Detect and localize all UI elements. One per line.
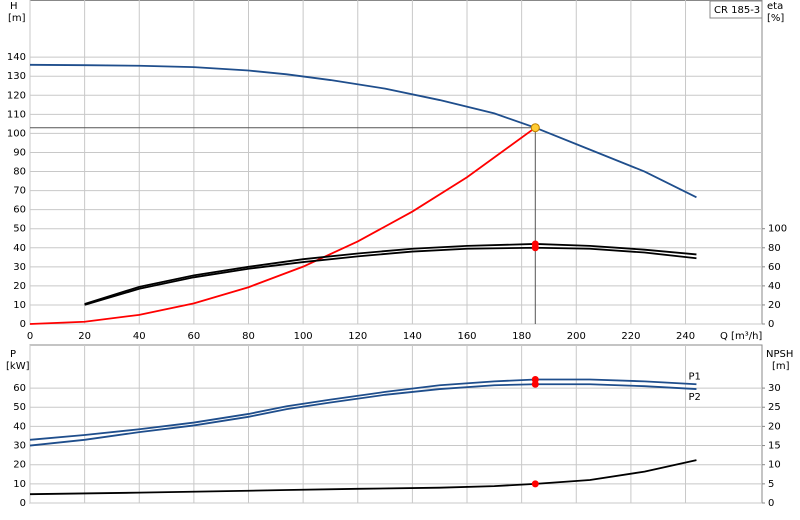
x-tick-label: 40: [133, 331, 146, 342]
y-tick-label: 80: [13, 167, 26, 178]
x-label: Q [m³/h]: [720, 331, 762, 342]
duty-marker: [531, 244, 539, 252]
y-tick-label: 20: [13, 281, 26, 292]
duty-marker: [531, 380, 539, 388]
y-tick-label: 130: [7, 71, 26, 82]
y-tick-label: 40: [13, 243, 26, 254]
curve: [29, 126, 536, 325]
y-unit: [m]: [8, 13, 26, 24]
y2-unit: [%]: [767, 13, 784, 24]
curve: [84, 246, 697, 306]
series-label: P2: [688, 392, 700, 403]
y2-tick-label: 0: [768, 319, 774, 330]
y-tick-label: 60: [13, 383, 26, 394]
y-tick-label: 10: [13, 479, 26, 490]
y-tick-label: 140: [7, 52, 26, 63]
y2-tick-label: 20: [768, 300, 781, 311]
x-tick-label: 160: [457, 331, 476, 342]
duty-marker: [531, 480, 539, 488]
y-tick-label: 60: [13, 205, 26, 216]
y-tick-label: 30: [13, 262, 26, 273]
y2-tick-label: 25: [768, 402, 781, 413]
x-tick-label: 60: [188, 331, 201, 342]
y-tick-label: 110: [7, 109, 26, 120]
y-tick-label: 50: [13, 224, 26, 235]
y-tick-label: 0: [20, 498, 26, 509]
y-tick-label: 40: [13, 421, 26, 432]
y2-label: NPSH: [766, 349, 793, 360]
y-tick-label: 70: [13, 186, 26, 197]
x-tick-label: 120: [348, 331, 367, 342]
y2-tick-label: 30: [768, 383, 781, 394]
duty-marker: [531, 375, 539, 383]
y-unit: [kW]: [6, 361, 30, 372]
x-tick-label: 220: [621, 331, 640, 342]
x-tick-label: 140: [403, 331, 422, 342]
y-tick-label: 90: [13, 147, 26, 158]
y2-tick-label: 0: [768, 498, 774, 509]
x-tick-label: 0: [27, 331, 33, 342]
y-tick-label: 30: [13, 441, 26, 452]
y-tick-label: 100: [7, 128, 26, 139]
series-label: P1: [688, 371, 700, 382]
x-tick-label: 180: [512, 331, 531, 342]
y2-tick-label: 15: [768, 441, 781, 452]
y2-tick-label: 10: [768, 460, 781, 471]
y-tick-label: 10: [13, 300, 26, 311]
curve: [29, 63, 697, 199]
bottom-plot-frame: [29, 344, 763, 504]
curve: [29, 383, 697, 447]
y2-tick-label: 20: [768, 421, 781, 432]
y2-tick-label: 80: [768, 243, 781, 254]
y2-tick-label: 100: [768, 224, 787, 235]
x-tick-label: 240: [676, 331, 695, 342]
y2-tick-label: 60: [768, 262, 781, 273]
operating-point: [530, 123, 540, 133]
y-tick-label: 0: [20, 319, 26, 330]
y-label: P: [10, 349, 16, 360]
x-tick-label: 20: [78, 331, 91, 342]
y2-unit: [m]: [772, 361, 790, 372]
top-plot-frame: [29, 0, 763, 325]
product-label: CR 185-3: [714, 5, 760, 16]
y-tick-label: 50: [13, 402, 26, 413]
x-tick-label: 100: [294, 331, 313, 342]
curve: [84, 243, 697, 305]
y-tick-label: 20: [13, 460, 26, 471]
x-tick-label: 200: [567, 331, 586, 342]
y2-tick-label: 5: [768, 479, 774, 490]
y-tick-label: 120: [7, 90, 26, 101]
y2-label: eta: [767, 1, 783, 12]
curve: [29, 378, 697, 441]
y2-tick-label: 40: [768, 281, 781, 292]
x-tick-label: 80: [242, 331, 255, 342]
y-label: H: [10, 1, 18, 12]
product-box: [709, 0, 763, 19]
curve: [29, 459, 697, 496]
